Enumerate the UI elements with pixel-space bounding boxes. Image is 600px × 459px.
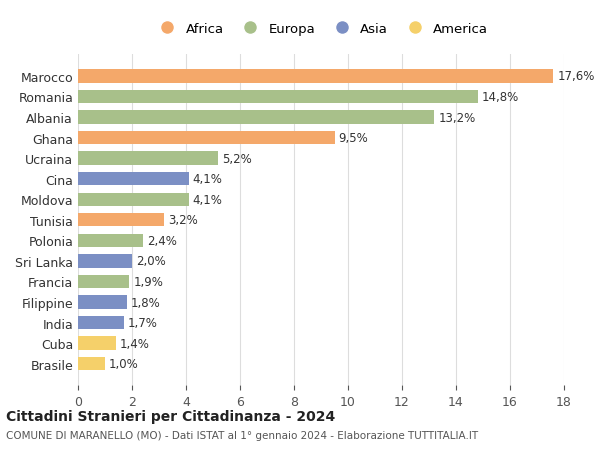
Bar [78,111,434,124]
Bar [78,316,124,330]
Text: 4,1%: 4,1% [193,173,223,186]
Legend: Africa, Europa, Asia, America: Africa, Europa, Asia, America [150,19,492,39]
Text: 5,2%: 5,2% [223,152,252,165]
Bar [78,357,105,370]
Bar [78,275,130,289]
Bar [78,193,188,207]
Text: 1,0%: 1,0% [109,358,139,370]
Bar [78,255,132,268]
Text: 2,0%: 2,0% [136,255,166,268]
Text: 2,4%: 2,4% [147,235,177,247]
Bar [78,296,127,309]
Text: COMUNE DI MARANELLO (MO) - Dati ISTAT al 1° gennaio 2024 - Elaborazione TUTTITAL: COMUNE DI MARANELLO (MO) - Dati ISTAT al… [6,431,478,440]
Bar [78,234,143,247]
Text: 17,6%: 17,6% [557,70,595,83]
Text: 1,7%: 1,7% [128,316,158,330]
Text: 9,5%: 9,5% [338,132,368,145]
Bar [78,337,116,350]
Text: 14,8%: 14,8% [482,91,519,104]
Text: Cittadini Stranieri per Cittadinanza - 2024: Cittadini Stranieri per Cittadinanza - 2… [6,409,335,423]
Bar [78,132,335,145]
Bar [78,213,164,227]
Text: 1,8%: 1,8% [131,296,160,309]
Text: 4,1%: 4,1% [193,193,223,206]
Bar [78,90,478,104]
Text: 3,2%: 3,2% [169,214,198,227]
Bar [78,70,553,84]
Text: 13,2%: 13,2% [439,111,476,124]
Text: 1,4%: 1,4% [120,337,150,350]
Bar [78,152,218,165]
Bar [78,173,188,186]
Text: 1,9%: 1,9% [133,275,163,288]
